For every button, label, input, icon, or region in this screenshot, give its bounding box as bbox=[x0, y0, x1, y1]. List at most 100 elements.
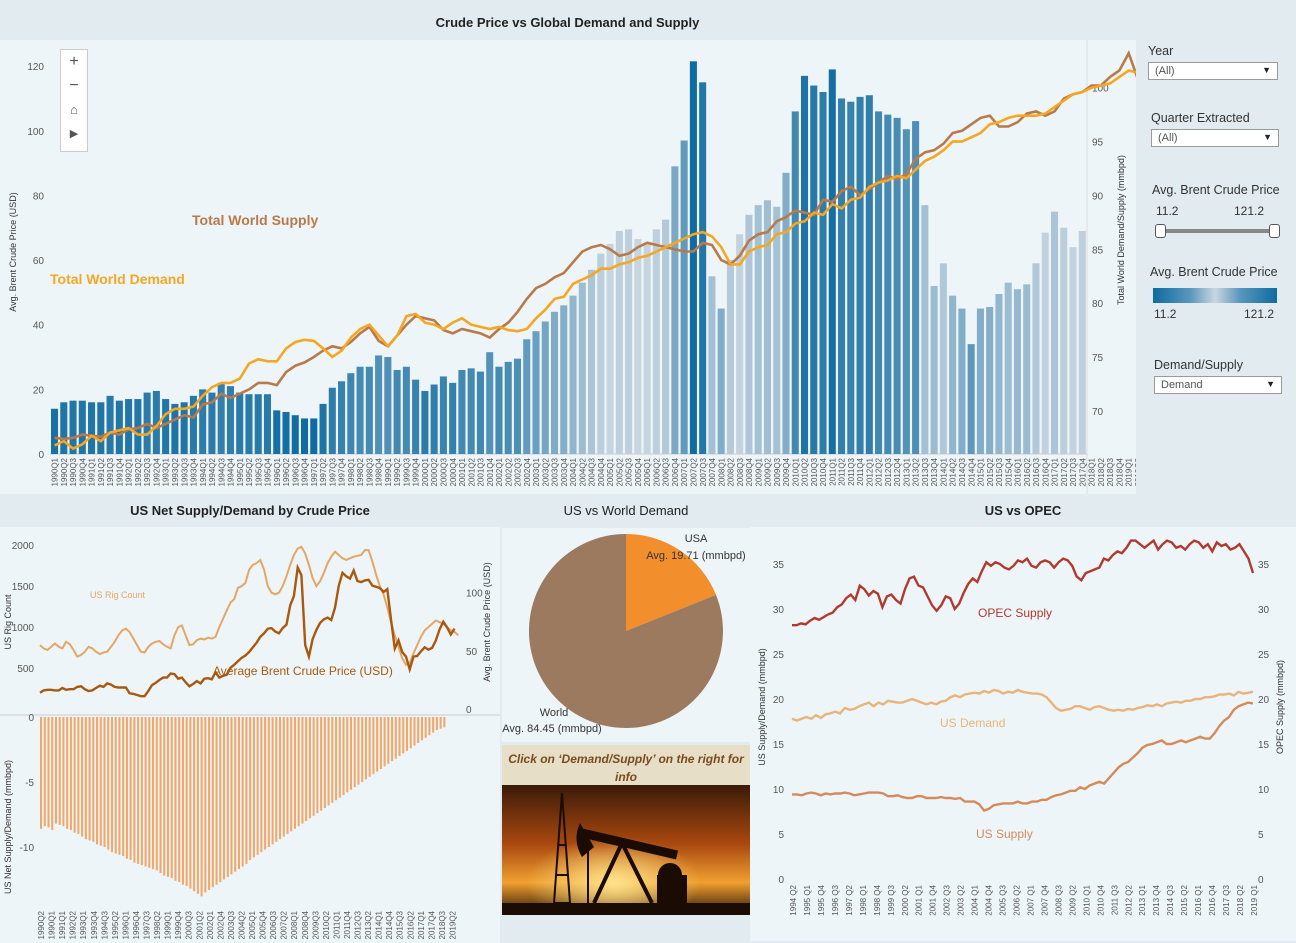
map-zoom-toolbar[interactable]: + − ⌂ ▶ bbox=[60, 49, 88, 152]
x-tick-label: 2019Q2 bbox=[1134, 457, 1136, 486]
net-bar bbox=[338, 717, 341, 798]
usa-value: Avg. 19.71 (mmbpd) bbox=[646, 550, 745, 562]
price-bar bbox=[810, 85, 818, 454]
net-bar bbox=[241, 717, 244, 867]
price-bar bbox=[1023, 284, 1031, 454]
x-tick-label: 1994Q3 bbox=[217, 457, 226, 486]
x-tick-label: 2010Q1 bbox=[791, 457, 800, 486]
x-tick-label: 2004 Q4 bbox=[985, 884, 994, 915]
us-net-title: US Net Supply/Demand by Crude Price bbox=[130, 503, 370, 518]
x-tick-label: 1999Q1 bbox=[164, 910, 173, 939]
demand-supply-label: Demand/Supply bbox=[1154, 358, 1243, 372]
x-tick-label: 2011Q4 bbox=[343, 910, 352, 938]
x-tick-label: 2000Q1 bbox=[421, 457, 430, 486]
y-tick-label: 10 bbox=[773, 785, 785, 796]
rig-tick-label: 1500 bbox=[12, 582, 35, 593]
net-bar bbox=[208, 717, 211, 890]
x-tick-label: 2012Q4 bbox=[893, 457, 902, 486]
y2-tick-label: 5 bbox=[1258, 830, 1264, 841]
y-tick-label: 25 bbox=[773, 650, 785, 661]
x-tick-label: 2002Q1 bbox=[206, 910, 215, 939]
price-bar bbox=[893, 117, 901, 454]
price-bar bbox=[986, 306, 994, 454]
price-bar bbox=[708, 276, 716, 454]
x-tick-label: 1997Q2 bbox=[319, 457, 328, 486]
price-bar bbox=[393, 369, 401, 454]
price-bar bbox=[773, 206, 781, 454]
color-legend-label: Avg. Brent Crude Price bbox=[1150, 265, 1278, 279]
net-bar bbox=[230, 717, 233, 875]
x-tick-label: 1992Q2 bbox=[134, 457, 143, 486]
y-tick-label: 40 bbox=[33, 321, 45, 332]
x-tick-label: 1997Q1 bbox=[310, 457, 319, 486]
price-bar bbox=[300, 418, 309, 454]
home-icon[interactable]: ⌂ bbox=[70, 102, 78, 117]
x-tick-label: 2011Q4 bbox=[856, 457, 865, 485]
x-tick-label: 2007Q4 bbox=[708, 457, 717, 486]
net-bar bbox=[144, 717, 147, 867]
net-tick-label: -10 bbox=[20, 843, 35, 854]
x-tick-label: 2017Q3 bbox=[1069, 457, 1078, 486]
price-bar bbox=[439, 376, 447, 454]
net-bar bbox=[166, 717, 170, 877]
net-bar bbox=[77, 717, 80, 834]
price-bar bbox=[550, 311, 559, 454]
x-tick-label: 1990Q3 bbox=[69, 457, 78, 486]
x-tick-label: 2013Q2 bbox=[912, 457, 921, 486]
net-bar bbox=[405, 717, 409, 751]
y2-tick-label: 95 bbox=[1092, 138, 1104, 149]
quarter-filter-value: (All) bbox=[1158, 132, 1178, 144]
price-bar bbox=[236, 392, 244, 454]
net-bar bbox=[368, 717, 371, 777]
x-tick-label: 2000Q3 bbox=[185, 910, 194, 939]
price-bar bbox=[939, 263, 947, 454]
net-bar bbox=[323, 717, 326, 808]
net-bar bbox=[73, 717, 76, 833]
us-world-title: US vs World Demand bbox=[563, 503, 689, 518]
price-bar bbox=[162, 399, 170, 454]
x-tick-label: 2014Q4 bbox=[967, 457, 976, 486]
x-tick-label: 2016Q4 bbox=[1041, 457, 1050, 486]
brent-price-line bbox=[39, 563, 456, 698]
x-tick-label: 2014Q3 bbox=[958, 457, 967, 486]
x-tick-label: 2004Q4 bbox=[597, 457, 606, 486]
x-tick-label: 2005Q1 bbox=[248, 910, 257, 939]
x-tick-label: 1990Q2 bbox=[37, 910, 46, 939]
year-filter-dropdown[interactable]: (All) ▼ bbox=[1148, 62, 1278, 80]
x-tick-label: 2015 Q2 bbox=[1180, 884, 1189, 915]
x-tick-label: 2019 Q1 bbox=[1250, 884, 1259, 915]
x-tick-label: 2009Q4 bbox=[782, 457, 791, 486]
play-icon[interactable]: ▶ bbox=[69, 128, 79, 140]
price-slider-track[interactable] bbox=[1160, 229, 1274, 233]
price-slider-max: 121.2 bbox=[1234, 204, 1265, 218]
x-tick-label: 2008Q1 bbox=[290, 910, 299, 939]
quarter-filter-dropdown[interactable]: (All) ▼ bbox=[1151, 129, 1279, 147]
zoom-out-icon[interactable]: − bbox=[69, 77, 79, 94]
y2-tick-label: 10 bbox=[1258, 785, 1270, 796]
x-tick-label: 2005 Q3 bbox=[999, 884, 1008, 915]
x-tick-label: 2007Q2 bbox=[280, 910, 289, 939]
price-bar bbox=[717, 308, 725, 454]
x-tick-label: 2018Q3 bbox=[1106, 457, 1115, 486]
price-bar bbox=[319, 403, 327, 454]
net-bar bbox=[114, 717, 117, 854]
x-tick-label: 2006Q2 bbox=[652, 457, 661, 486]
x-tick-label: 2000Q3 bbox=[440, 457, 449, 486]
price-bar bbox=[412, 379, 420, 454]
price-bar bbox=[402, 366, 410, 454]
rig-tick-label: 2000 bbox=[12, 541, 35, 552]
price-slider-max-handle[interactable] bbox=[1269, 224, 1280, 238]
y-tick-label: 30 bbox=[773, 605, 785, 616]
price-bar bbox=[606, 243, 614, 454]
y2-tick-label: 90 bbox=[1092, 191, 1104, 202]
price-slider-min-handle[interactable] bbox=[1155, 224, 1166, 238]
zoom-in-icon[interactable]: + bbox=[69, 53, 79, 70]
price-bar bbox=[97, 402, 105, 454]
x-tick-label: 1996Q1 bbox=[121, 910, 130, 939]
net-bar bbox=[118, 717, 121, 855]
x-tick-label: 2010Q2 bbox=[801, 457, 810, 486]
x-tick-label: 1998Q3 bbox=[365, 457, 374, 486]
net-bar bbox=[443, 717, 446, 728]
demand-supply-dropdown[interactable]: Demand ▼ bbox=[1154, 376, 1282, 394]
x-tick-label: 2001 Q1 bbox=[915, 884, 924, 915]
